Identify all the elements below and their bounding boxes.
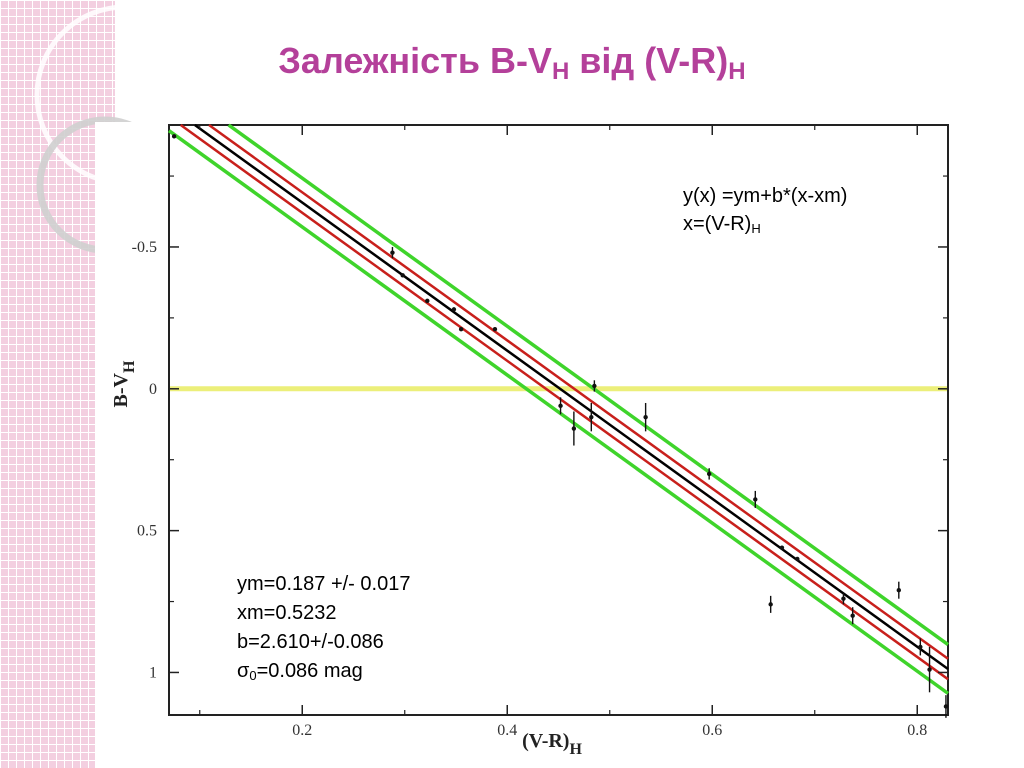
data-point — [795, 556, 800, 562]
param-sigma: σ0=0.086 mag — [237, 660, 363, 683]
y-tick-label: 1 — [149, 664, 157, 681]
formula-line-2: x=(V-R)H — [683, 213, 761, 236]
x-tick-label: 0.2 — [292, 722, 312, 739]
data-point — [571, 426, 577, 431]
data-point — [592, 383, 597, 389]
sigma-lower-line — [167, 129, 950, 695]
param-ym: ym=0.187 +/- 0.017 — [237, 573, 411, 595]
error-lower-line — [179, 123, 949, 681]
data-point — [850, 613, 855, 618]
title-subscript-1: H — [551, 58, 570, 85]
data-point — [425, 298, 430, 304]
fit-line — [194, 123, 949, 670]
data-point — [558, 403, 563, 409]
data-point — [589, 414, 594, 420]
data-point — [451, 307, 457, 312]
data-point — [753, 497, 758, 502]
x-tick-label: 0.6 — [702, 722, 722, 739]
fit-parameters-annotation: ym=0.187 +/- 0.017 xm=0.5232 b=2.610+/-0… — [237, 570, 410, 690]
formula-annotation: y(x) =ym+b*(x-xm) x=(V-R)H — [683, 182, 847, 243]
param-b: b=2.610+/-0.086 — [237, 631, 384, 653]
y-tick-label: 0 — [149, 381, 157, 398]
sigma-upper-line — [227, 123, 950, 647]
data-point — [927, 667, 932, 672]
data-point — [706, 471, 712, 477]
chart-panel: 0.2 0.4 0.6 0.8 -0.5 0 0.5 1 (V-R)H B-VH y(x) =… — [95, 122, 955, 768]
title-middle: від (V-R) — [569, 40, 729, 81]
data-point — [943, 704, 949, 709]
axis-ticks: 0.2 0.4 0.6 0.8 -0.5 0 0.5 1 — [132, 125, 948, 739]
data-point — [896, 587, 901, 593]
fit-lines — [167, 123, 950, 695]
data-point — [918, 644, 923, 650]
data-point — [768, 602, 773, 607]
data-point — [400, 273, 405, 278]
y-axis-label: B-VH — [110, 360, 138, 407]
data-points — [171, 134, 949, 718]
error-upper-line — [208, 123, 949, 660]
x-axis-label: (V-R)H — [522, 730, 582, 758]
x-tick-label: 0.8 — [907, 722, 927, 739]
y-tick-label: 0.5 — [137, 523, 157, 540]
title-subscript-2: H — [728, 58, 746, 85]
data-point — [492, 327, 498, 332]
data-point — [643, 414, 648, 420]
plot-frame — [168, 124, 949, 716]
slide-title: Залежність B-VH від (V-R)H — [0, 40, 1024, 86]
title-main: Залежність B-V — [278, 40, 552, 81]
data-point — [171, 134, 177, 139]
data-point — [458, 327, 464, 332]
x-tick-label: 0.4 — [497, 722, 517, 739]
y-tick-label: -0.5 — [132, 239, 157, 256]
chart-svg: 0.2 0.4 0.6 0.8 -0.5 0 0.5 1 (V-R)H B-VH — [110, 123, 950, 758]
param-xm: xm=0.5232 — [237, 602, 337, 624]
data-point — [779, 545, 785, 550]
data-point — [390, 250, 395, 255]
data-point — [841, 596, 846, 601]
formula-line-1: y(x) =ym+b*(x-xm) — [683, 185, 848, 207]
